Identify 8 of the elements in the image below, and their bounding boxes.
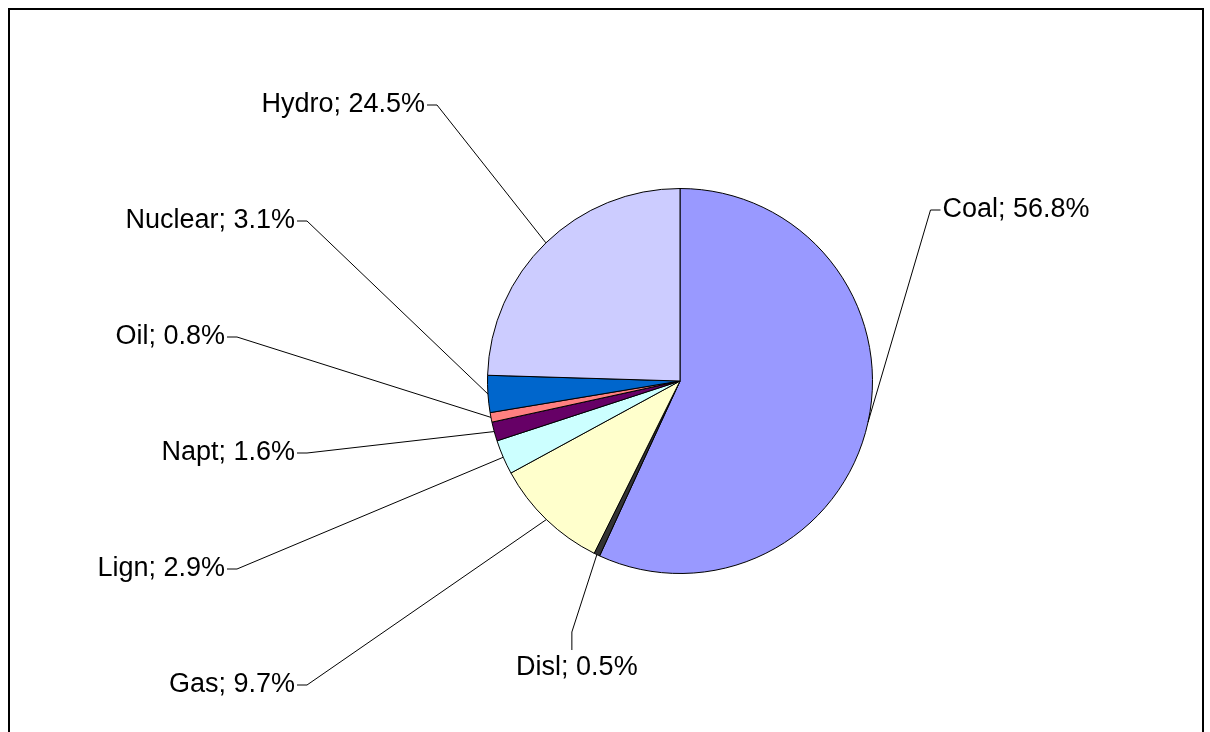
slice-label: Hydro; 24.5%	[261, 88, 425, 119]
slice-label: Lign; 2.9%	[97, 552, 225, 583]
slice-label: Disl; 0.5%	[516, 651, 638, 682]
slice-label: Oil; 0.8%	[115, 320, 225, 351]
slice-label: Nuclear; 3.1%	[125, 204, 295, 235]
slice-label: Coal; 56.8%	[942, 193, 1090, 224]
slice-label: Gas; 9.7%	[168, 668, 295, 699]
slice-label: Napt; 1.6%	[161, 436, 295, 467]
